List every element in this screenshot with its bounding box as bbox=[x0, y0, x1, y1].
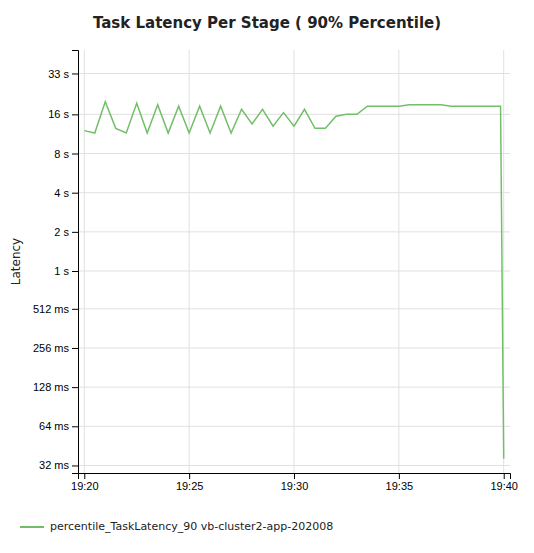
y-tick-label: 1 s bbox=[54, 265, 69, 277]
x-tick-mark bbox=[84, 473, 85, 479]
y-tick-label: 512 ms bbox=[33, 303, 70, 315]
legend: percentile_TaskLatency_90 vb-cluster2-ap… bbox=[20, 520, 333, 533]
series-line bbox=[84, 102, 503, 459]
chart: 19:20 19:25 19:30 19:35 19:40 33 s 16 s 8 s 4 s 2… bbox=[0, 0, 534, 553]
grid-line-x bbox=[398, 50, 399, 473]
y-tick: 33 s bbox=[48, 67, 78, 79]
x-tick-mark bbox=[189, 473, 190, 479]
x-tick-mark bbox=[294, 473, 295, 479]
x-tick-label: 19:25 bbox=[176, 480, 204, 492]
x-tick-label: 19:35 bbox=[386, 480, 414, 492]
y-axis-title: Latency bbox=[9, 238, 23, 285]
y-tick-label: 64 ms bbox=[39, 420, 69, 432]
y-tick-label: 32 ms bbox=[39, 459, 69, 471]
legend-item: percentile_TaskLatency_90 vb-cluster2-ap… bbox=[20, 520, 333, 533]
x-tick-label: 19:40 bbox=[490, 480, 518, 492]
grid-line-x bbox=[189, 50, 190, 473]
y-tick-mark bbox=[72, 348, 78, 349]
x-tick: 19:40 bbox=[490, 473, 518, 492]
x-tick-mark bbox=[399, 473, 400, 479]
y-tick: 1 s bbox=[54, 265, 78, 277]
y-tick-mark bbox=[72, 232, 78, 233]
y-tick-mark bbox=[72, 426, 78, 427]
y-tick-mark bbox=[72, 465, 78, 466]
x-tick: 19:20 bbox=[71, 473, 99, 492]
x-axis: 19:20 19:25 19:30 19:35 19:40 bbox=[71, 473, 518, 492]
y-tick: 8 s bbox=[54, 148, 78, 160]
x-tick-label: 19:20 bbox=[71, 480, 99, 492]
plot-area: 19:20 19:25 19:30 19:35 19:40 33 s 16 s 8 s 4 s 2… bbox=[33, 50, 518, 492]
y-tick: 128 ms bbox=[33, 381, 78, 393]
x-tick-mark bbox=[504, 473, 505, 479]
y-tick-label: 128 ms bbox=[33, 381, 70, 393]
legend-label: percentile_TaskLatency_90 vb-cluster2-ap… bbox=[50, 520, 333, 533]
x-tick: 19:25 bbox=[176, 473, 204, 492]
title: Task Latency Per Stage ( 90% Percentile) bbox=[93, 14, 441, 32]
y-tick-mark bbox=[72, 114, 78, 115]
grid-line-x bbox=[84, 50, 85, 473]
y-tick: 4 s bbox=[54, 187, 78, 199]
y-tick-label: 8 s bbox=[54, 148, 69, 160]
y-tick-mark bbox=[72, 73, 78, 74]
grid bbox=[78, 50, 510, 473]
y-tick: 32 ms bbox=[39, 459, 78, 471]
x-tick-label: 19:30 bbox=[281, 480, 309, 492]
y-tick: 2 s bbox=[54, 226, 78, 238]
y-tick-mark bbox=[72, 193, 78, 194]
y-tick-label: 4 s bbox=[54, 187, 69, 199]
grid-line-x bbox=[294, 50, 295, 473]
y-tick: 64 ms bbox=[39, 420, 78, 432]
y-tick: 512 ms bbox=[33, 303, 78, 315]
x-tick: 19:35 bbox=[386, 473, 414, 492]
y-tick-label: 256 ms bbox=[33, 342, 70, 354]
y-tick-mark bbox=[72, 154, 78, 155]
y-axis: 33 s 16 s 8 s 4 s 2 s 1 s 512 ms 256 ms 128 ms 64… bbox=[33, 51, 79, 474]
y-tick-label: 2 s bbox=[54, 226, 69, 238]
y-tick-mark bbox=[72, 271, 78, 272]
y-tick-label: 33 s bbox=[48, 67, 69, 79]
y-tick-mark bbox=[72, 387, 78, 388]
x-axis-line bbox=[79, 474, 511, 480]
x-tick: 19:30 bbox=[281, 473, 309, 492]
y-axis-line bbox=[72, 51, 79, 474]
legend-swatch bbox=[20, 526, 44, 528]
y-tick-mark bbox=[72, 309, 78, 310]
y-tick: 256 ms bbox=[33, 342, 78, 354]
y-tick: 16 s bbox=[48, 108, 78, 120]
series-group bbox=[84, 102, 503, 459]
y-tick-label: 16 s bbox=[48, 108, 69, 120]
